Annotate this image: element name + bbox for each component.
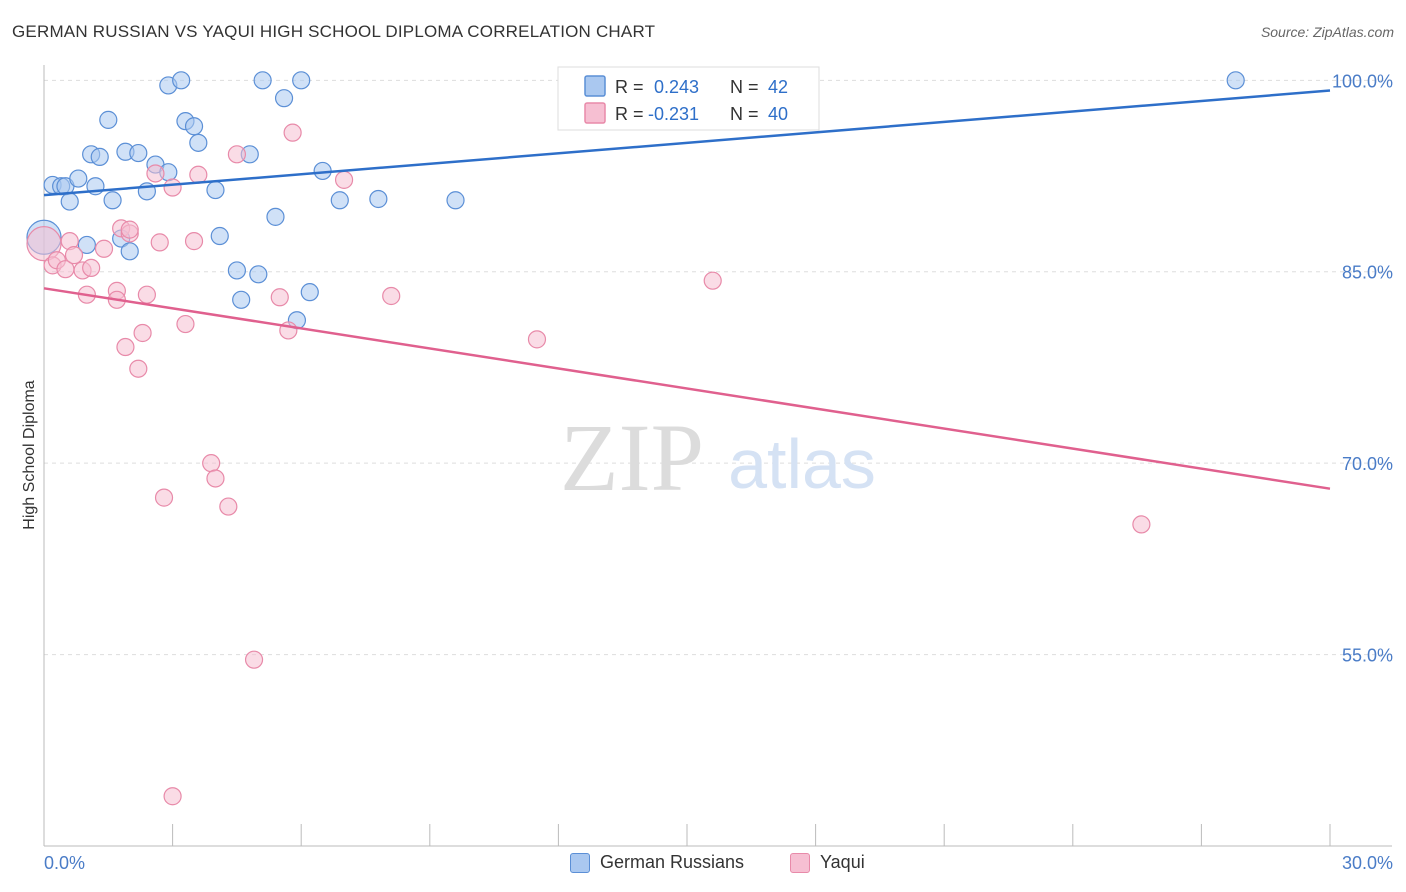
trend-line-yaqui	[43, 287, 1331, 490]
point-german-russians-14	[120, 242, 139, 261]
tick-label-layer: 100.0% 85.0% 70.0% 55.0% 0.0% 30.0%	[44, 71, 1393, 873]
point-german-russians-32	[274, 89, 294, 108]
point-yaqui-39	[1132, 515, 1151, 534]
legend-pink-n-label: N =	[730, 104, 759, 124]
point-german-russians-34	[292, 71, 311, 90]
point-yaqui-34	[283, 123, 302, 142]
source-credit: Source: ZipAtlas.com	[1260, 24, 1394, 40]
point-yaqui-17	[133, 323, 152, 343]
legend-pink-n-value: 40	[768, 104, 788, 124]
point-yaqui-30	[227, 145, 246, 164]
point-german-russians-27	[232, 290, 251, 309]
point-yaqui-36	[382, 286, 401, 306]
point-german-russians-10	[99, 110, 118, 129]
legend-swatch-pink	[584, 102, 606, 124]
point-yaqui-18	[137, 285, 156, 304]
point-german-russians-20	[172, 71, 191, 90]
y-tick-label-0: 100.0%	[1332, 71, 1393, 91]
legend-blue-r-label: R =	[615, 77, 644, 97]
point-yaqui-13	[116, 337, 135, 357]
point-german-russians-9	[90, 147, 109, 166]
point-yaqui-16	[129, 359, 148, 378]
point-german-russians-31	[266, 207, 285, 226]
legend-blue-n-value: 42	[768, 77, 788, 97]
point-yaqui-19	[146, 164, 165, 183]
point-german-russians-11	[103, 191, 122, 210]
point-german-russians-38	[369, 189, 388, 209]
point-yaqui-24	[176, 314, 195, 334]
point-yaqui-21	[154, 488, 174, 507]
bottom-legend-label-pink: Yaqui	[820, 852, 865, 872]
point-yaqui-22	[163, 178, 182, 197]
point-yaqui-5	[64, 246, 84, 265]
legend-pink-r-value: -0.231	[648, 104, 699, 124]
point-yaqui-38	[703, 271, 722, 290]
point-yaqui-26	[189, 165, 208, 184]
point-yaqui-29	[219, 497, 238, 516]
point-yaqui-35	[334, 170, 354, 189]
point-german-russians-5	[69, 169, 88, 188]
point-german-russians-39	[446, 191, 465, 210]
watermark-atlas: atlas	[728, 425, 876, 503]
point-yaqui-27	[202, 454, 221, 473]
point-german-russians-24	[206, 180, 225, 200]
chart-title: GERMAN RUSSIAN VS YAQUI HIGH SCHOOL DIPL…	[12, 22, 656, 41]
point-german-russians-26	[227, 261, 246, 280]
point-yaqui-37	[527, 330, 547, 349]
point-german-russians-35	[300, 283, 319, 302]
point-german-russians-6	[77, 235, 96, 255]
trend-layer	[43, 89, 1331, 490]
point-german-russians-29	[249, 265, 268, 284]
x-tick-label-0: 0.0%	[44, 853, 85, 873]
legend-box: R = 0.243 N = 42 R = -0.231 N = 40	[557, 66, 820, 131]
bottom-legend-item-yaqui: Yaqui	[790, 852, 865, 873]
point-yaqui-31	[244, 650, 264, 669]
bottom-legend: German Russians Yaqui	[0, 852, 1406, 876]
y-tick-label-2: 70.0%	[1342, 454, 1393, 474]
x-tick-label-1: 30.0%	[1342, 853, 1393, 873]
legend-blue-n-label: N =	[730, 77, 759, 97]
axes-layer	[43, 65, 1392, 847]
point-german-russians-15	[129, 143, 148, 163]
point-yaqui-28	[206, 469, 225, 488]
y-tick-label-1: 85.0%	[1342, 263, 1393, 283]
bottom-legend-swatch-pink	[790, 852, 810, 873]
legend-blue-r-value: 0.243	[654, 77, 699, 97]
point-german-russians-22	[184, 117, 204, 136]
point-german-russians-37	[330, 191, 349, 210]
bottom-legend-swatch-blue	[570, 852, 590, 873]
trend-line-german-russians	[43, 89, 1331, 197]
y-tick-label-3: 55.0%	[1342, 646, 1393, 666]
bottom-legend-label-blue: German Russians	[600, 852, 745, 872]
grid-layer	[44, 79, 1392, 656]
point-yaqui-8	[82, 258, 101, 278]
watermark: ZIP atlas	[560, 404, 876, 511]
point-german-russians-25	[210, 226, 229, 246]
bottom-legend-item-german-russians: German Russians	[570, 852, 744, 873]
legend-swatch-blue	[584, 75, 606, 97]
point-german-russians-30	[253, 71, 272, 90]
point-yaqui-9	[94, 239, 114, 258]
points-layer	[26, 71, 1245, 806]
watermark-zip: ZIP	[560, 404, 704, 511]
point-yaqui-23	[163, 787, 182, 806]
point-yaqui-32	[270, 288, 289, 307]
point-yaqui-25	[184, 232, 204, 251]
legend-pink-r-label: R =	[615, 104, 644, 124]
point-yaqui-15	[120, 220, 139, 239]
point-yaqui-20	[150, 233, 169, 252]
point-german-russians-23	[189, 133, 208, 152]
point-german-russians-41	[1226, 71, 1245, 90]
point-german-russians-4	[60, 192, 79, 211]
